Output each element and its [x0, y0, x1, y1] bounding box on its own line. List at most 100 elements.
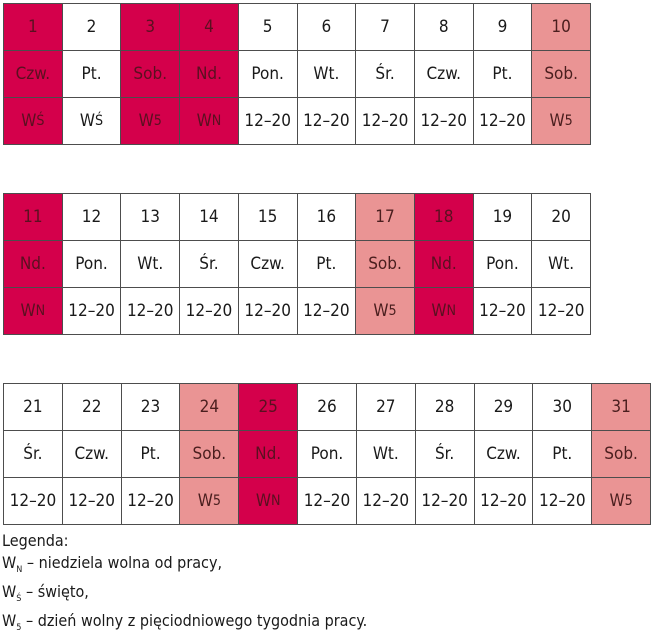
day-date-cell: 21 — [4, 384, 63, 431]
day-hours-cell: 12–20 — [238, 98, 298, 145]
legend-symbol: W — [2, 582, 17, 601]
day-hours-cell: 12–20 — [4, 478, 63, 525]
day-weekday-cell: Nd. — [239, 431, 299, 478]
off-day-symbol-sub: N — [270, 493, 281, 509]
day-weekday-cell: Śr. — [4, 431, 63, 478]
day-weekday-cell: Sob. — [532, 51, 591, 98]
day-date-cell: 31 — [592, 384, 651, 431]
day-date-cell: 16 — [297, 194, 357, 241]
off-day-symbol: W — [255, 491, 271, 511]
legend-text: – święto, — [21, 582, 89, 601]
day-weekday-cell: Pt. — [533, 431, 593, 478]
day-weekday-cell: Pt. — [297, 241, 357, 288]
day-date-cell: 10 — [532, 4, 591, 51]
legend-text: – niedziela wolna od pracy, — [22, 553, 223, 572]
day-weekday-cell: Czw. — [62, 431, 122, 478]
day-date-cell: 29 — [474, 384, 534, 431]
day-date-cell: 14 — [180, 194, 239, 241]
off-day-symbol: W — [549, 111, 565, 131]
day-weekday-cell: Czw. — [4, 51, 63, 98]
off-day-symbol-sub: 5 — [212, 493, 221, 509]
day-hours-cell: 12–20 — [238, 288, 298, 335]
day-weekday-cell: Wt. — [532, 241, 591, 288]
off-day-symbol: W — [197, 491, 213, 511]
day-weekday-cell: Nd. — [414, 241, 474, 288]
day-date-cell: 27 — [356, 384, 416, 431]
day-hours-cell: 12–20 — [533, 478, 593, 525]
day-weekday-cell: Pon. — [298, 431, 357, 478]
day-hours-cell: 12–20 — [297, 288, 357, 335]
day-date-cell: 20 — [532, 194, 591, 241]
off-day-symbol-sub: 5 — [388, 303, 397, 319]
off-day-symbol: W — [138, 111, 154, 131]
off-day-symbol: W — [373, 301, 389, 321]
day-weekday-cell: Czw. — [474, 431, 534, 478]
day-weekday-cell: Sob. — [180, 431, 240, 478]
day-weekday-cell: Pt. — [62, 51, 122, 98]
day-date-cell: 6 — [297, 4, 357, 51]
day-hours-cell: 12–20 — [532, 288, 591, 335]
day-date-cell: 23 — [121, 384, 181, 431]
day-weekday-cell: Sob. — [592, 431, 651, 478]
off-day-symbol: W — [21, 111, 37, 131]
off-day-symbol-sub: N — [211, 113, 222, 129]
day-date-cell: 30 — [533, 384, 593, 431]
legend-text: – dzień wolny z pięciodniowego tygodnia … — [21, 611, 368, 630]
day-hours-cell: 12–20 — [415, 478, 475, 525]
day-date-cell: 2 — [62, 4, 122, 51]
off-day-symbol: W — [196, 111, 212, 131]
day-date-cell: 7 — [356, 4, 415, 51]
day-weekday-cell: Śr. — [415, 431, 475, 478]
day-date-cell: 13 — [121, 194, 181, 241]
day-weekday-cell: Wt. — [356, 431, 416, 478]
calendar-week-1: 1 2 3 4 5 6 7 8 9 10 Czw. Pt. Sob. Nd. Pon. Wt. Śr. Czw. P… — [3, 3, 591, 145]
day-date-cell: 15 — [238, 194, 298, 241]
day-date-cell: 24 — [180, 384, 240, 431]
off-day-symbol: W — [20, 301, 36, 321]
day-weekday-cell: Pon. — [62, 241, 122, 288]
day-date-cell: 18 — [414, 194, 474, 241]
day-date-cell: 4 — [180, 4, 239, 51]
day-date-cell: 28 — [415, 384, 475, 431]
legend-symbol: W — [2, 553, 17, 572]
day-date-cell: 11 — [4, 194, 63, 241]
day-date-cell: 9 — [473, 4, 533, 51]
day-weekday-cell: Sob. — [121, 51, 181, 98]
day-weekday-cell: Pt. — [473, 51, 533, 98]
off-day-symbol-sub: Ś — [95, 113, 104, 129]
off-day-symbol-sub: N — [35, 303, 46, 319]
day-date-cell: 12 — [62, 194, 122, 241]
off-day-symbol-sub: 5 — [564, 113, 573, 129]
off-day-symbol: W — [609, 491, 625, 511]
day-weekday-cell: Czw. — [414, 51, 474, 98]
day-weekday-cell: Nd. — [4, 241, 63, 288]
day-hours-cell: 12–20 — [180, 288, 239, 335]
day-hours-cell: 12–20 — [356, 478, 416, 525]
day-hours-cell: 12–20 — [473, 98, 533, 145]
legend-title: Legenda: — [2, 531, 69, 550]
day-hours-cell: 12–20 — [297, 98, 357, 145]
day-hours-cell: 12–20 — [62, 478, 122, 525]
day-date-cell: 22 — [62, 384, 122, 431]
day-weekday-cell: Pon. — [473, 241, 533, 288]
day-date-cell: 26 — [298, 384, 357, 431]
day-weekday-cell: Sob. — [356, 241, 415, 288]
day-weekday-cell: Czw. — [238, 241, 298, 288]
day-weekday-cell: Nd. — [180, 51, 239, 98]
day-hours-cell: 12–20 — [62, 288, 122, 335]
day-weekday-cell: Pt. — [121, 431, 181, 478]
day-weekday-cell: Wt. — [121, 241, 181, 288]
legend-item-w5: W5 – dzień wolny z pięciodniowego tygodn… — [2, 610, 647, 639]
day-date-cell: 5 — [238, 4, 298, 51]
day-date-cell: 25 — [239, 384, 299, 431]
off-day-symbol-sub: N — [446, 303, 457, 319]
day-date-cell: 19 — [473, 194, 533, 241]
